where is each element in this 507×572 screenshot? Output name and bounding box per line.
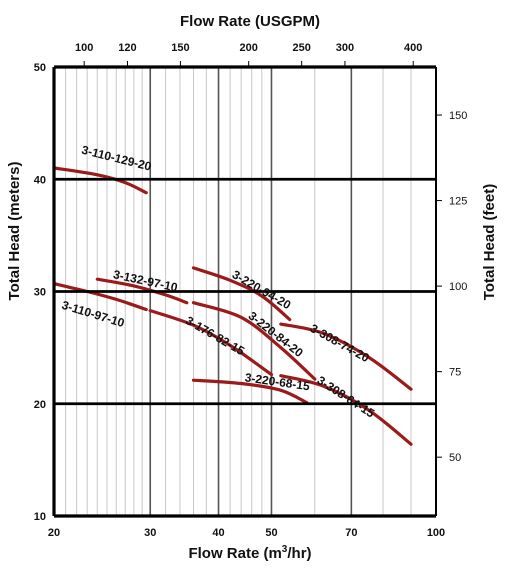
pump-curve-3-220-84-20 [191, 301, 317, 381]
pump-curve-3-110-97-10 [52, 282, 148, 312]
pump-curve-3-220-68-15 [191, 378, 309, 405]
x-tick-label: 50 [265, 527, 277, 539]
top-tick-label: 100 [75, 42, 93, 54]
curve-label: 3-176-82-15 [183, 313, 247, 358]
right-tick-label: 125 [449, 196, 467, 208]
curve-label: 3-220-84-20 [246, 309, 306, 360]
top-tick-label: 200 [240, 42, 258, 54]
x-tick-label: 70 [345, 527, 357, 539]
y-tick-label: 50 [34, 62, 46, 74]
y-tick-label: 40 [34, 174, 46, 186]
left-axis-title: Total Head (meters) [6, 162, 23, 301]
right-tick-label: 50 [449, 452, 461, 464]
pump-curve-3-308-74-20 [279, 322, 413, 391]
right-tick-label: 150 [449, 110, 467, 122]
right-tick-label: 75 [449, 367, 461, 379]
bottom-axis-title: Flow Rate (m3/hr) [188, 544, 311, 562]
curve-label: 3-308-64-15 [315, 373, 378, 421]
right-axis-title: Total Head (feet) [481, 184, 498, 300]
x-tick-label: 100 [427, 527, 445, 539]
top-tick-label: 150 [171, 42, 189, 54]
y-tick-label: 30 [34, 287, 46, 299]
top-tick-label: 400 [404, 42, 422, 54]
x-tick-label: 30 [144, 527, 156, 539]
pump-curve-3-220-94-20 [191, 266, 292, 322]
pump-curve-3-176-82-15 [148, 309, 274, 377]
top-tick-label: 120 [118, 42, 136, 54]
x-tick-label: 40 [212, 527, 224, 539]
pump-curve-3-308-64-15 [279, 374, 413, 446]
curve-label: 3-308-74-20 [308, 321, 372, 365]
right-tick-label: 100 [449, 281, 467, 293]
plot-frame [52, 65, 437, 518]
y-tick-label: 10 [34, 511, 46, 523]
top-axis-title: Flow Rate (USGPM) [180, 13, 320, 30]
top-tick-label: 250 [292, 42, 310, 54]
x-tick-label: 20 [48, 527, 60, 539]
y-tick-label: 20 [34, 399, 46, 411]
top-tick-label: 300 [336, 42, 354, 54]
